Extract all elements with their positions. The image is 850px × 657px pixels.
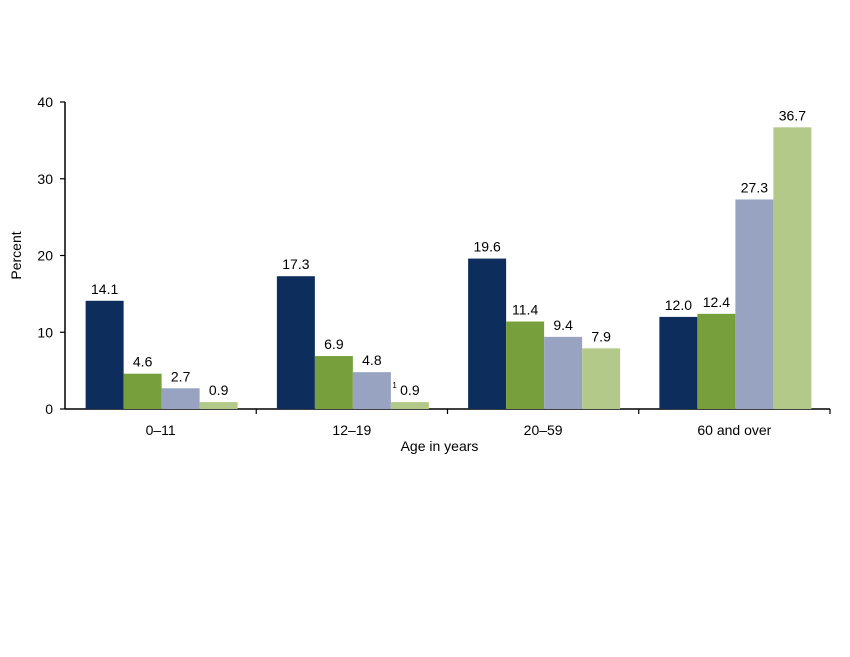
- x-tick-label: 60 and over: [697, 422, 771, 438]
- data-label: 4.6: [133, 354, 153, 370]
- y-tick-label: 10: [37, 324, 53, 340]
- x-tick-label: 0–11: [146, 422, 176, 438]
- x-axis-title: Age in years: [401, 438, 479, 454]
- bar: [659, 316, 698, 409]
- data-label: 6.9: [324, 336, 344, 352]
- bar: [390, 402, 429, 409]
- data-label: 0.9: [400, 382, 420, 398]
- data-label: 7.9: [591, 328, 611, 344]
- bars: [85, 127, 812, 409]
- bar: [544, 336, 583, 409]
- data-label: 14.1: [91, 281, 118, 297]
- bar: [85, 300, 124, 409]
- data-label: 0.9: [209, 382, 229, 398]
- y-ticks: 0 10 20 30 40: [37, 94, 65, 417]
- data-label: 36.7: [779, 107, 806, 123]
- data-label: 12.0: [665, 297, 692, 313]
- data-label: 9.4: [553, 317, 573, 333]
- data-label: 27.3: [741, 179, 768, 195]
- bar: [161, 388, 200, 409]
- data-label: 19.6: [474, 239, 501, 255]
- bar: [199, 402, 238, 409]
- data-labels: 14.14.62.70.917.36.94.80.9119.611.49.47.…: [91, 107, 806, 398]
- y-tick-label: 20: [37, 248, 53, 264]
- y-axis-title: Percent: [8, 231, 24, 279]
- bar: [506, 321, 545, 409]
- data-label: 17.3: [282, 256, 309, 272]
- bar: [352, 372, 391, 409]
- data-label: 11.4: [512, 302, 538, 318]
- bar: [123, 373, 162, 409]
- x-tick-label: 12–19: [332, 422, 371, 438]
- y-tick-label: 30: [37, 171, 53, 187]
- bar: [735, 199, 774, 409]
- bar: [276, 276, 315, 409]
- data-label: 4.8: [362, 352, 382, 368]
- footnote-mark: 1: [392, 381, 397, 390]
- bar: [468, 258, 507, 409]
- y-tick-label: 40: [37, 94, 53, 110]
- bar: [773, 127, 812, 409]
- x-ticks: 0–11 12–19 20–59 60 and over: [146, 409, 831, 438]
- x-tick-label: 20–59: [524, 422, 563, 438]
- bar: [314, 356, 353, 409]
- bar: [697, 313, 736, 409]
- bar: [582, 348, 621, 409]
- data-label: 2.7: [171, 368, 191, 384]
- data-label: 12.4: [703, 294, 730, 310]
- y-tick-label: 0: [45, 401, 53, 417]
